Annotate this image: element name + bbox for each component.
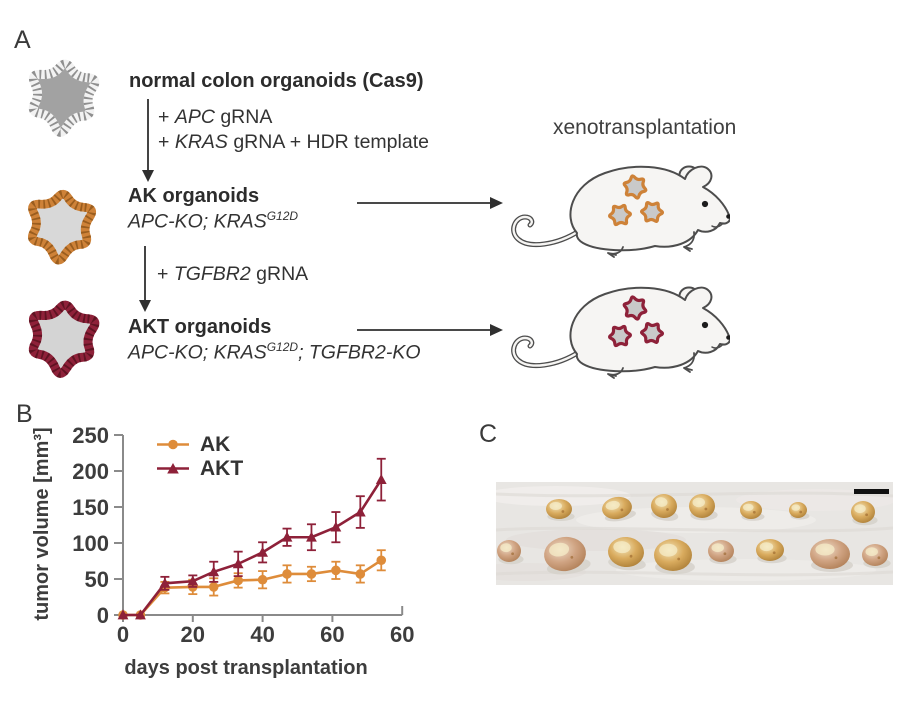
chart-plot: 0 50 100 150 200 250 0 20 40 60 60 days post transp…	[31, 423, 414, 679]
akt-organoid-illustration	[28, 300, 100, 378]
svg-text:60: 60	[320, 622, 344, 647]
ak-genotype: APC-KO; KRASG12D	[128, 209, 299, 233]
legend-item-akt: AKT	[156, 457, 243, 480]
crispr-step-2-text: + TGFBR2 gRNA	[157, 263, 309, 285]
svg-text:days post transplantation: days post transplantation	[124, 657, 367, 679]
panel-b-label: B	[16, 400, 33, 428]
akt-series-marker-icon	[157, 463, 189, 474]
normal-organoid-title: normal colon organoids (Cas9)	[129, 70, 424, 92]
legend-label-ak: AK	[200, 432, 231, 456]
svg-text:250: 250	[72, 423, 109, 448]
arrow-down-apc-kras-icon	[142, 99, 154, 182]
tumor-photo	[496, 482, 893, 585]
svg-text:0: 0	[97, 603, 109, 628]
ak-mouse-illustration	[511, 165, 730, 258]
ak-organoid-title: AK organoids	[128, 185, 260, 207]
legend-label-akt: AKT	[200, 456, 244, 480]
arrow-right-akt-xeno-icon	[357, 324, 503, 336]
panel-a-arrows	[139, 99, 503, 336]
akt-mouse-illustration	[511, 286, 730, 379]
svg-text:0: 0	[117, 622, 129, 647]
arrow-right-ak-xeno-icon	[357, 197, 503, 209]
akt-organoid-title: AKT organoids	[128, 316, 272, 338]
svg-text:150: 150	[72, 495, 109, 520]
crispr-step-1-text: + APC gRNA + KRAS gRNA + HDR template	[158, 105, 429, 155]
crispr-step-1-line-2: + KRAS gRNA + HDR template	[158, 131, 429, 153]
akt-genotype: APC-KO; KRASG12D; TGFBR2-KO	[128, 340, 421, 364]
ak-organoid-illustration	[28, 189, 97, 265]
svg-text:60: 60	[390, 622, 414, 647]
tumor-volume-chart: 0 50 100 150 200 250 0 20 40 60 60 days post transp…	[31, 423, 414, 679]
scale-bar	[854, 489, 889, 494]
svg-text:20: 20	[181, 622, 205, 647]
chart-legend: AK AKT	[156, 433, 243, 480]
svg-text:200: 200	[72, 459, 109, 484]
xenotransplantation-label: xenotransplantation	[553, 116, 737, 139]
crispr-step-1-line-1: + APC gRNA	[158, 106, 273, 128]
svg-text:100: 100	[72, 531, 109, 556]
arrow-down-tgfbr2-icon	[139, 246, 151, 312]
svg-text:tumor volume [mm³]: tumor volume [mm³]	[31, 427, 53, 620]
panel-a-label: A	[14, 26, 31, 54]
normal-organoid-illustration	[28, 59, 100, 137]
svg-text:50: 50	[85, 567, 109, 592]
ak-series-marker-icon	[157, 439, 189, 450]
legend-item-ak: AK	[156, 433, 243, 456]
svg-text:40: 40	[250, 622, 274, 647]
panel-c-label: C	[479, 420, 498, 448]
